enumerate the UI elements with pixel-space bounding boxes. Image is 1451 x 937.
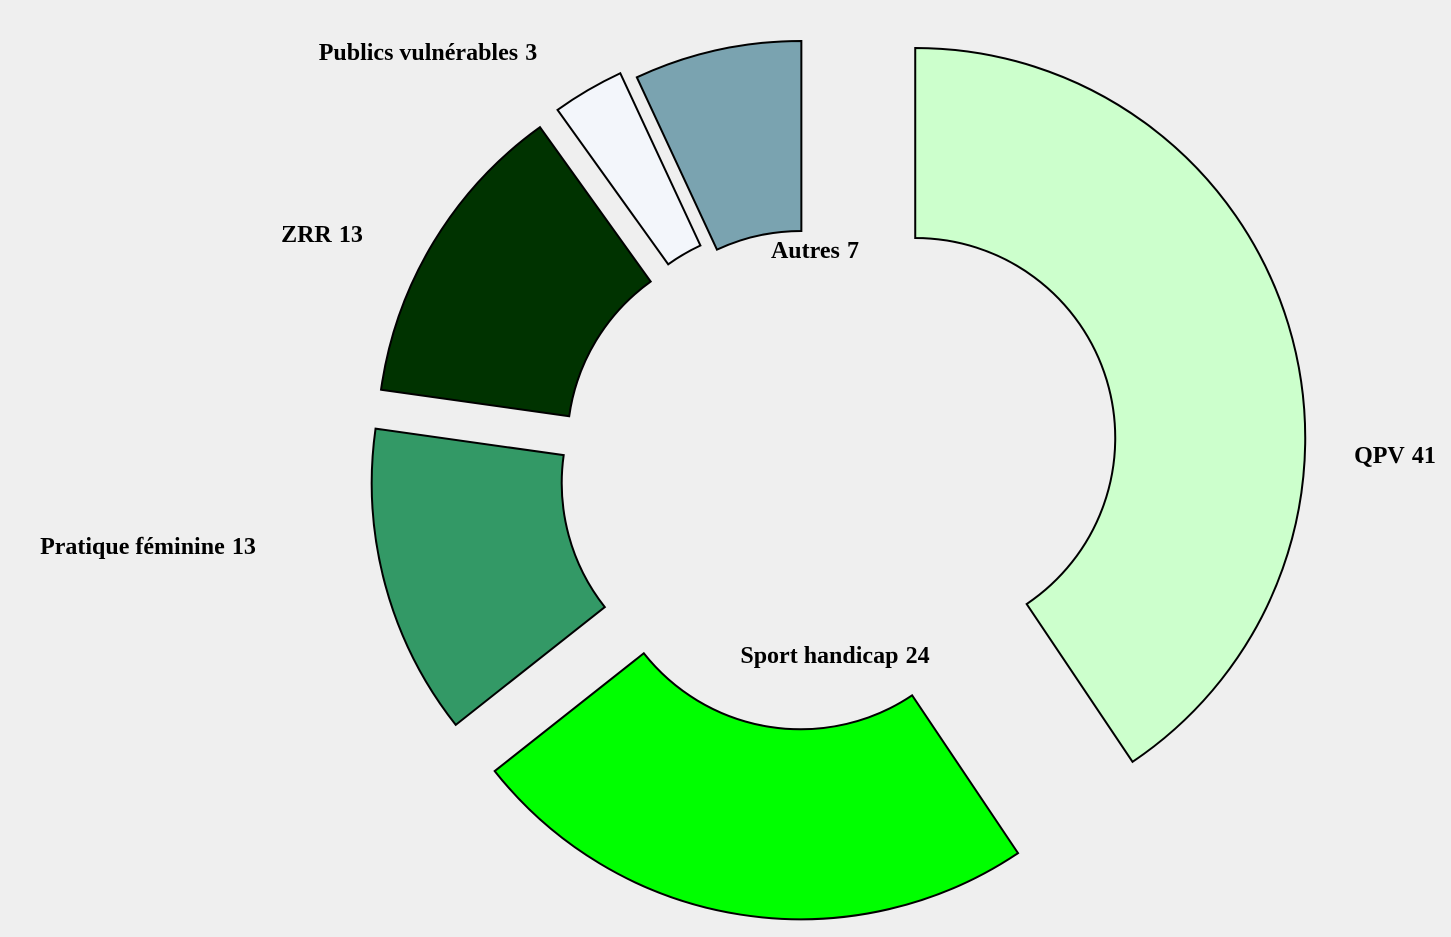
segment-label: ZRR 13 bbox=[281, 222, 363, 248]
segment-name: QPV bbox=[1354, 443, 1405, 469]
segment-value: 41 bbox=[1412, 443, 1436, 469]
segment-value: 13 bbox=[232, 534, 256, 560]
segment-value: 13 bbox=[339, 222, 363, 248]
segment-label: QPV 41 bbox=[1354, 443, 1436, 469]
segment-label: Autres 7 bbox=[771, 238, 859, 264]
donut-segment bbox=[914, 46, 1307, 764]
donut-segment bbox=[635, 39, 803, 251]
donut-segment bbox=[493, 651, 1020, 921]
segment-label: Sport handicap 24 bbox=[740, 643, 929, 669]
segment-name: Pratique féminine bbox=[40, 534, 225, 560]
donut-segment bbox=[379, 125, 653, 418]
donut-segment bbox=[370, 427, 607, 727]
segment-name: ZRR bbox=[281, 222, 332, 248]
segment-name: Sport handicap bbox=[740, 643, 898, 669]
segment-name: Publics vulnérables bbox=[319, 40, 518, 66]
segment-label: Pratique féminine 13 bbox=[40, 534, 256, 560]
segment-name: Autres bbox=[771, 238, 840, 264]
segment-value: 24 bbox=[906, 643, 930, 669]
segment-value: 7 bbox=[847, 238, 859, 264]
donut-segment bbox=[556, 71, 702, 266]
segment-label: Publics vulnérables 3 bbox=[319, 40, 538, 66]
segment-value: 3 bbox=[525, 40, 537, 66]
